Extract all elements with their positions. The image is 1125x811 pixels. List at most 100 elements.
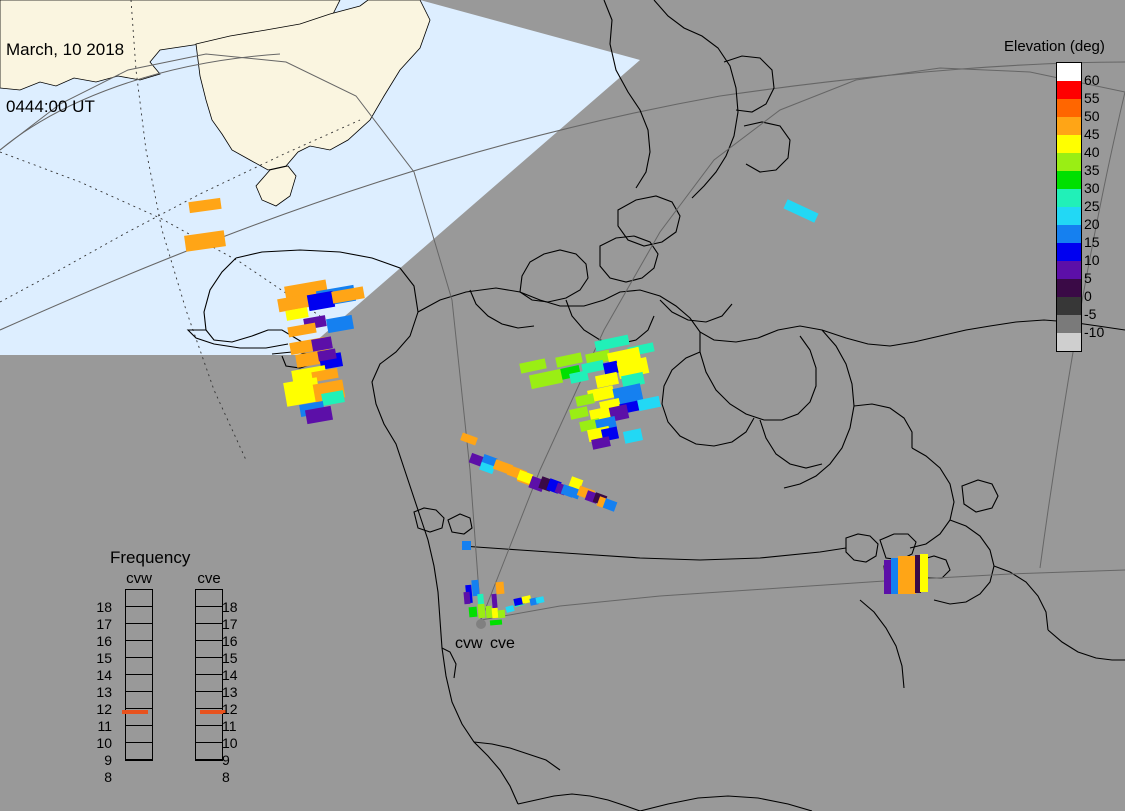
- backscatter-cell: [325, 314, 355, 334]
- timestamp-time: 0444:00 UT: [6, 97, 95, 116]
- colorbar-tick-label: 60: [1084, 72, 1100, 88]
- gauge-tick-label: 13: [96, 684, 112, 700]
- gauge-cell: [126, 709, 152, 726]
- gauge-cell: [126, 624, 152, 641]
- backscatter-cell: [519, 358, 547, 374]
- gauge-name-label: cve: [197, 570, 221, 587]
- gauge-cell: [196, 624, 222, 641]
- day-ocean: [0, 0, 640, 355]
- gauge-cell: [196, 726, 222, 743]
- gauge-tick-label: 9: [222, 752, 230, 768]
- gauge-tick-label: 16: [222, 633, 238, 649]
- gauge-scale-box: [122, 589, 153, 761]
- backscatter-cell: [495, 581, 505, 595]
- backscatter-cell: [321, 390, 345, 406]
- frequency-indicator: [200, 710, 226, 715]
- gauge-cell: [126, 743, 152, 760]
- backscatter-cell: [920, 554, 928, 592]
- backscatter-cell: [783, 199, 819, 223]
- colorbar-band: [1057, 207, 1081, 225]
- frequency-panel-title: Frequency: [110, 548, 191, 567]
- gauge-name-label: cvw: [126, 570, 152, 587]
- gauge-tick-label: 11: [222, 718, 237, 734]
- gauge-cell: [196, 743, 222, 760]
- backscatter-cell: [591, 436, 611, 450]
- colorbar-tick-label: 10: [1084, 252, 1100, 268]
- gauge-cell: [126, 607, 152, 624]
- backscatter-cell: [622, 428, 644, 444]
- colorbar-band: [1057, 189, 1081, 207]
- colorbar-band: [1057, 63, 1081, 81]
- gauge-tick-label: 12: [222, 701, 238, 717]
- colorbar-tick-label: 30: [1084, 180, 1100, 196]
- gauge-tick-label: 14: [96, 667, 112, 683]
- gauge-cell: [196, 590, 222, 607]
- gauge-cell: [196, 658, 222, 675]
- gauge-tick-label: 18: [222, 599, 238, 615]
- timestamp-date: March, 10 2018: [6, 40, 125, 59]
- elevation-legend-title: Elevation (deg): [1004, 38, 1105, 55]
- gauge-tick-label: 13: [222, 684, 238, 700]
- day-land-chukotka: [195, 0, 431, 171]
- gauge-cell: [126, 692, 152, 709]
- radar-site-label-cve: cve: [490, 635, 515, 652]
- backscatter-cell: [915, 555, 921, 593]
- backscatter-cell: [535, 596, 545, 604]
- colorbar-tick-label: 50: [1084, 108, 1100, 124]
- backscatter-cell: [497, 609, 506, 619]
- colorbar-tick-label: -10: [1084, 324, 1105, 340]
- backscatter-cell: [884, 560, 892, 594]
- gauge-cell: [126, 726, 152, 743]
- backscatter-cell: [477, 603, 486, 619]
- backscatter-cell: [287, 322, 317, 338]
- colorbar-tick-label: 15: [1084, 234, 1100, 250]
- gauge-tick-label: 8: [222, 769, 230, 785]
- colorbar-tick-label: -5: [1084, 306, 1097, 322]
- daylit-region: [0, 0, 640, 461]
- colorbar-band: [1057, 243, 1081, 261]
- elevation-colorbar: [1056, 62, 1082, 352]
- backscatter-cell: [528, 368, 564, 390]
- colorbar-band: [1057, 99, 1081, 117]
- gauge-tick-label: 12: [96, 701, 112, 717]
- backscatter-cell: [188, 197, 222, 214]
- gauge-tick-label: 10: [96, 735, 112, 751]
- gauge-tick-label: 15: [96, 650, 112, 666]
- backscatter-cell: [462, 541, 471, 550]
- backscatter-cell: [907, 556, 916, 594]
- backscatter-cell: [460, 432, 478, 446]
- gauge-tick-label: 17: [96, 616, 112, 632]
- gauge-tick-label: 8: [104, 769, 112, 785]
- colorbar-band: [1057, 297, 1081, 315]
- gauge-cell: [126, 675, 152, 692]
- gauge-tick-label: 11: [97, 718, 112, 734]
- gauge-tick-label: 16: [96, 633, 112, 649]
- backscatter-cell: [891, 558, 899, 594]
- colorbar-tick-label: 35: [1084, 162, 1100, 178]
- colorbar-band: [1057, 135, 1081, 153]
- day-land-kamchatka: [255, 165, 297, 207]
- backscatter-cell: [463, 591, 471, 605]
- backscatter-cell: [304, 405, 334, 425]
- timestamp: March, 10 2018 0444:00 UT: [6, 2, 124, 154]
- colorbar-band: [1057, 153, 1081, 171]
- backscatter-cell: [569, 406, 589, 420]
- gauge-cell: [126, 590, 152, 607]
- backscatter-cell: [491, 593, 498, 609]
- colorbar-tick-label: 5: [1084, 270, 1092, 286]
- gauge-cell: [126, 658, 152, 675]
- gauge-tick-label: 14: [222, 667, 238, 683]
- backscatter-cell: [489, 619, 503, 626]
- backscatter-cell: [184, 230, 226, 252]
- gauge-cell: [196, 675, 222, 692]
- gauge-tick-label: 10: [222, 735, 238, 751]
- gauge-tick-label: 17: [222, 616, 238, 632]
- gauge-cell: [196, 709, 222, 726]
- colorbar-tick-label: 55: [1084, 90, 1100, 106]
- colorbar-tick-label: 40: [1084, 144, 1100, 160]
- colorbar-band: [1057, 81, 1081, 99]
- radar-site-marker: [476, 619, 486, 629]
- colorbar-band: [1057, 279, 1081, 297]
- gauge-cell: [196, 607, 222, 624]
- colorbar-tick-label: 45: [1084, 126, 1100, 142]
